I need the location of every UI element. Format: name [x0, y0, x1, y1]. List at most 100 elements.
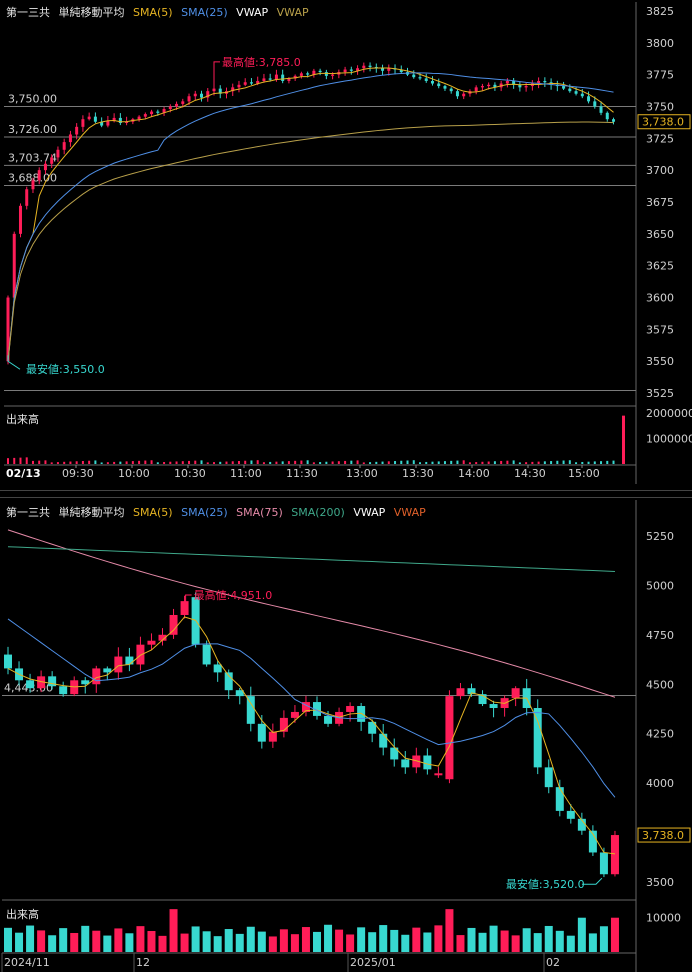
daily-volume-bar — [290, 934, 299, 952]
intraday-candle-body — [12, 233, 16, 298]
daily-volume-bar — [368, 932, 377, 952]
daily-candle-body — [59, 686, 68, 695]
intraday-volume-bar — [406, 460, 409, 464]
daily-candle-body — [566, 810, 575, 819]
intraday-volume-bar — [194, 460, 197, 464]
daily-volume-bar — [445, 909, 454, 952]
intraday-volume-bar — [381, 461, 384, 464]
intraday-chart[interactable]: 3525 3550 3575 3600 3625 3650 3675 3700 3725 3750… — [0, 0, 692, 484]
intraday-volume-bar — [38, 460, 41, 464]
intraday-volume-bar — [419, 462, 421, 464]
daily-volume-bar — [566, 935, 575, 952]
intraday-legend-vwap-white[interactable]: VWAP — [236, 6, 269, 19]
intraday-candle-body — [50, 157, 54, 164]
intraday-candle-body — [37, 170, 41, 181]
intraday-candle-body — [455, 91, 459, 97]
daily-legend-sma200[interactable]: SMA(200) — [291, 506, 345, 519]
intraday-candle-body — [237, 84, 241, 88]
intraday-volume-bar — [525, 462, 528, 464]
intraday-volume-bar — [481, 461, 484, 464]
intraday-volume-bar — [287, 461, 290, 464]
daily-legend-sma75[interactable]: SMA(75) — [236, 506, 283, 519]
intraday-volume-bar — [56, 462, 59, 464]
intraday-candle-body — [25, 189, 29, 206]
daily-candle-body — [555, 787, 564, 811]
daily-legend-sma5[interactable]: SMA(5) — [133, 506, 173, 519]
intraday-candle-body — [262, 78, 266, 81]
intraday-volume-bar — [350, 460, 353, 464]
intraday-candle-body — [281, 74, 285, 81]
intraday-volume-bar — [113, 461, 116, 464]
daily-volume-label: 出来高 — [6, 908, 39, 921]
intraday-volume-bar — [44, 460, 47, 464]
intraday-volume-bar — [294, 460, 297, 464]
intraday-volume-bar — [456, 460, 459, 464]
daily-candle-body — [4, 654, 12, 669]
daily-sma25-line — [7, 618, 616, 798]
daily-legend-vwap-orange[interactable]: VWAP — [393, 506, 426, 519]
intraday-low-marker — [7, 355, 21, 370]
intraday-volume-bar — [562, 460, 565, 464]
daily-legend-vwap-white[interactable]: VWAP — [353, 506, 386, 519]
intraday-volume-bar — [543, 461, 546, 464]
intraday-volume-bar — [493, 461, 496, 464]
intraday-volume-bar — [300, 460, 303, 464]
intraday-volume-bar — [331, 461, 334, 464]
intraday-volume-bar — [106, 462, 109, 464]
daily-chart[interactable]: 350037504000425045004750500052504,443.00… — [0, 500, 692, 972]
daily-volume-bar — [169, 909, 178, 952]
intraday-candle-body — [274, 74, 278, 80]
intraday-volume-bar — [325, 461, 328, 464]
intraday-candle-body — [187, 96, 191, 102]
daily-legend: 第一三共 単純移動平均 SMA(5) SMA(25) SMA(75) SMA(2… — [6, 504, 431, 520]
intraday-xtick-label: 15:00 — [568, 467, 600, 480]
intraday-volume-bar — [262, 462, 265, 464]
daily-volume-tick: 10000 — [646, 912, 681, 925]
daily-volume-bar — [81, 925, 90, 952]
intraday-volume-bar — [337, 461, 340, 464]
daily-candle-body — [412, 755, 421, 768]
intraday-candle-body — [181, 101, 185, 104]
daily-volume-bar — [588, 933, 597, 952]
intraday-volume-tick: 2000000 — [646, 407, 692, 420]
daily-high-marker — [185, 594, 192, 606]
intraday-volume-bar — [443, 461, 446, 464]
intraday-candle-body — [143, 114, 147, 117]
daily-volume-bar — [357, 927, 366, 952]
intraday-legend-sma5[interactable]: SMA(5) — [133, 6, 173, 19]
intraday-volume-bar — [556, 460, 559, 464]
intraday-candle-body — [6, 297, 10, 362]
intraday-legend-sma25[interactable]: SMA(25) — [181, 6, 228, 19]
daily-volume-bar — [489, 925, 498, 952]
intraday-candle-body — [587, 96, 591, 102]
intraday-volume-bar — [213, 462, 215, 464]
daily-candle-body — [434, 773, 443, 776]
daily-legend-sma25[interactable]: SMA(25) — [181, 506, 228, 519]
intraday-volume-bar — [125, 461, 128, 464]
daily-volume-bar — [235, 933, 244, 952]
intraday-legend-vwap-gold[interactable]: VWAP — [276, 6, 309, 19]
intraday-ytick-label: 3825 — [646, 5, 674, 18]
intraday-volume-bar — [550, 461, 553, 464]
intraday-candle-body — [18, 205, 22, 234]
daily-candle-body — [147, 640, 156, 645]
intraday-candle-body — [424, 78, 428, 81]
intraday-volume-bar — [119, 461, 122, 464]
daily-ytick-label: 5000 — [646, 579, 674, 592]
intraday-candle-body — [318, 70, 322, 73]
intraday-candle-body — [162, 109, 166, 113]
daily-candle-body — [390, 747, 399, 760]
daily-legend-name: 第一三共 — [6, 506, 50, 519]
daily-candle-body — [379, 733, 388, 748]
intraday-legend-name: 第一三共 — [6, 6, 50, 19]
daily-volume-bar — [577, 917, 586, 952]
intraday-candle-body — [387, 68, 391, 71]
daily-volume-bar — [456, 935, 465, 952]
daily-volume-bar — [301, 927, 310, 952]
intraday-candle-body — [443, 86, 447, 89]
intraday-volume-bar — [394, 461, 397, 464]
intraday-candle-body — [487, 84, 491, 87]
daily-volume-bar — [599, 926, 608, 952]
intraday-volume-bar — [237, 461, 240, 464]
intraday-volume-bar — [622, 415, 625, 464]
